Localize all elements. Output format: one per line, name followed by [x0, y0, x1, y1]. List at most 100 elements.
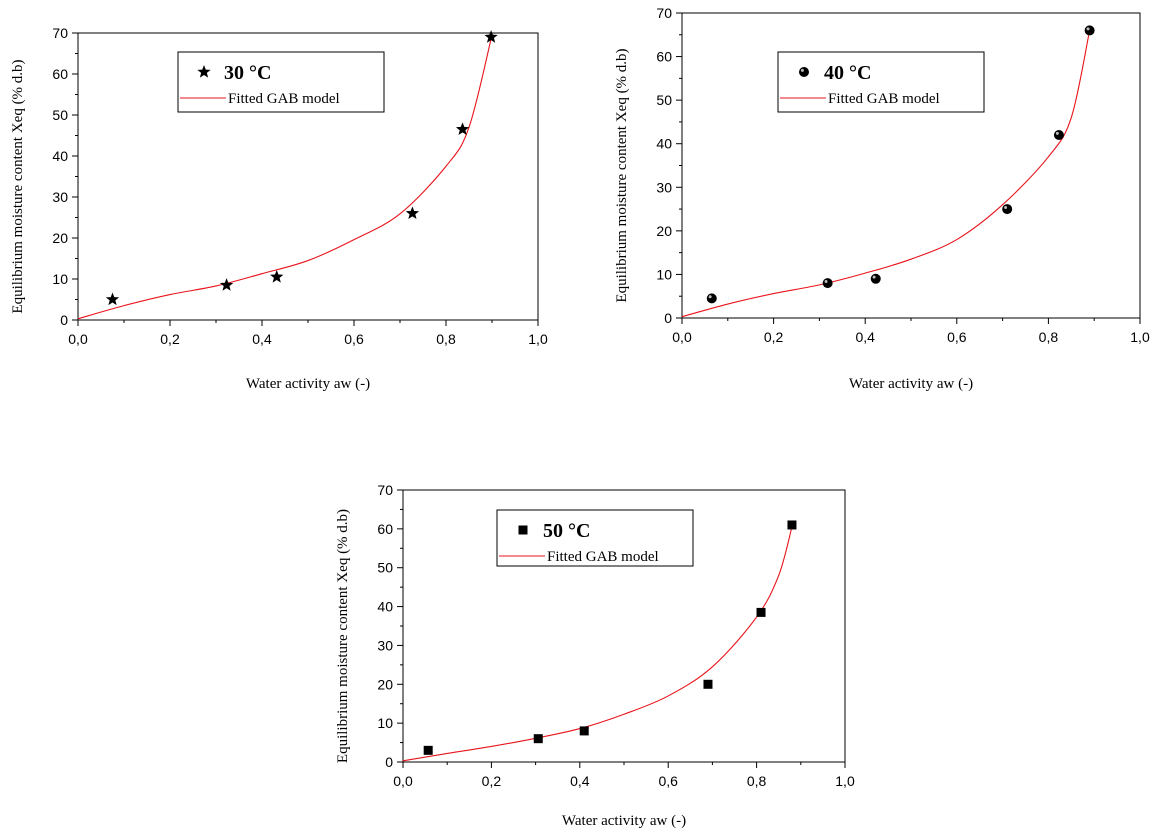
y-tick-label: 10: [656, 266, 672, 282]
data-point: [533, 734, 543, 744]
x-tick-label: 0,6: [658, 773, 678, 789]
chart-30c: 0,0 0,2 0,4 0,6 0,8 1,0 0 10 20 30 40 50 60 70 Water a…: [10, 25, 548, 392]
legend: 50 °C Fitted GAB model: [496, 509, 694, 567]
fitted-gab-curve: [402, 526, 793, 762]
data-point: [1084, 25, 1095, 36]
x-tick-label: 1,0: [835, 773, 855, 789]
x-tick-label: 0,2: [160, 331, 180, 347]
sphere-body: [799, 67, 809, 77]
x-tick-label: 0,0: [393, 773, 413, 789]
legend-label-temp: 40 °C: [824, 62, 871, 84]
data-point: [787, 520, 797, 530]
chart-40c: 0,0 0,2 0,4 0,6 0,8 1,0 0 10 20 30 40 50 60 70 Water a…: [614, 5, 1150, 392]
plot-content: 30 °C Fitted GAB model: [77, 30, 498, 320]
y-tick-label: 40: [377, 599, 393, 615]
x-tick-label: 0,4: [570, 773, 590, 789]
legend-label-temp: 50 °C: [543, 520, 590, 542]
y-tick-label: 70: [377, 482, 393, 498]
data-point: [579, 726, 589, 736]
x-axis-title: Water activity aw (-): [246, 376, 370, 392]
data-point: [270, 269, 284, 283]
y-tick-label: 20: [377, 676, 393, 692]
legend-marker: [197, 65, 211, 78]
axes: 0,0 0,2 0,4 0,6 0,8 1,0 0 10 20 30 40 50 60 70 Water a…: [614, 5, 1150, 392]
fitted-gab-curve: [681, 30, 1091, 318]
plot-content: 40 °C Fitted GAB model: [681, 25, 1095, 318]
data-point: [405, 206, 420, 220]
legend-label-fit: Fitted GAB model: [828, 91, 940, 107]
x-tick-label: 0,0: [68, 331, 88, 347]
data-point: [219, 278, 234, 291]
sphere-body: [1053, 130, 1064, 140]
fitted-gab-curve: [77, 34, 493, 320]
y-tick-label: 50: [377, 560, 393, 576]
y-tick-label: 0: [385, 754, 393, 770]
legend-box: [177, 51, 385, 113]
y-tick-label: 70: [52, 25, 68, 41]
y-tick-label: 60: [377, 521, 393, 537]
y-tick-label: 60: [656, 49, 672, 65]
legend-marker: [799, 67, 809, 77]
axes: 0,0 0,2 0,4 0,6 0,8 1,0 0 10 20 30 40 50 60 70 Water a…: [335, 482, 855, 829]
legend-box: [496, 509, 694, 567]
y-tick-label: 40: [656, 136, 672, 152]
sphere-highlight: [1086, 27, 1090, 31]
data-point: [822, 278, 833, 289]
x-axis-title: Water activity aw (-): [849, 376, 973, 392]
data-point: [870, 273, 881, 284]
sphere-body: [1084, 25, 1095, 36]
plot-content: 50 °C Fitted GAB model: [402, 509, 797, 762]
x-tick-label: 0,8: [747, 773, 767, 789]
sphere-highlight: [872, 275, 876, 279]
x-tick-label: 0,6: [947, 329, 967, 345]
x-axis-title: Water activity aw (-): [562, 813, 686, 829]
y-tick-label: 20: [52, 230, 68, 246]
x-tick-label: 0,8: [436, 331, 456, 347]
legend-box: [777, 51, 985, 113]
x-tick-label: 0,0: [672, 329, 692, 345]
sphere-highlight: [708, 295, 712, 299]
x-tick-label: 0,8: [1039, 329, 1059, 345]
sphere-body: [822, 278, 833, 289]
data-point: [706, 293, 717, 304]
sphere-body: [706, 293, 717, 304]
y-tick-label: 30: [656, 179, 672, 195]
y-tick-label: 10: [377, 715, 393, 731]
y-tick-label: 30: [377, 637, 393, 653]
data-point: [455, 122, 470, 136]
sphere-highlight: [1055, 131, 1059, 135]
y-axis-title: Equilibrium moisture content Xeq (% d.b): [10, 59, 26, 313]
y-axis-title: Equilibrium moisture content Xeq (% d.b): [614, 48, 630, 302]
x-tick-label: 0,6: [344, 331, 364, 347]
data-point: [1053, 130, 1064, 140]
legend-label-temp: 30 °C: [224, 62, 271, 84]
y-tick-label: 70: [656, 5, 672, 21]
y-tick-label: 30: [52, 189, 68, 205]
y-tick-label: 0: [664, 310, 672, 326]
y-tick-label: 10: [52, 271, 68, 287]
legend-label-fit: Fitted GAB model: [547, 549, 659, 565]
x-tick-label: 0,4: [855, 329, 875, 345]
sphere-highlight: [1004, 205, 1008, 209]
x-tick-label: 0,2: [482, 773, 502, 789]
sphere-highlight: [824, 280, 828, 284]
data-point: [1002, 204, 1013, 215]
legend-label-fit: Fitted GAB model: [228, 91, 340, 107]
y-tick-label: 60: [52, 66, 68, 82]
axes: 0,0 0,2 0,4 0,6 0,8 1,0 0 10 20 30 40 50 60 70 Water a…: [10, 25, 548, 392]
data-point: [423, 745, 433, 755]
legend: 30 °C Fitted GAB model: [177, 51, 385, 113]
sphere-body: [870, 273, 881, 284]
data-point: [105, 292, 120, 306]
data-point: [756, 607, 766, 617]
y-tick-label: 0: [60, 312, 68, 328]
y-tick-label: 50: [52, 107, 68, 123]
sphere-body: [1002, 204, 1013, 215]
legend-marker: [518, 525, 528, 535]
x-tick-label: 1,0: [1130, 329, 1150, 345]
sphere-highlight: [800, 68, 804, 72]
x-tick-label: 0,4: [252, 331, 272, 347]
y-tick-label: 20: [656, 223, 672, 239]
y-tick-label: 40: [52, 148, 68, 164]
x-tick-label: 1,0: [528, 331, 548, 347]
